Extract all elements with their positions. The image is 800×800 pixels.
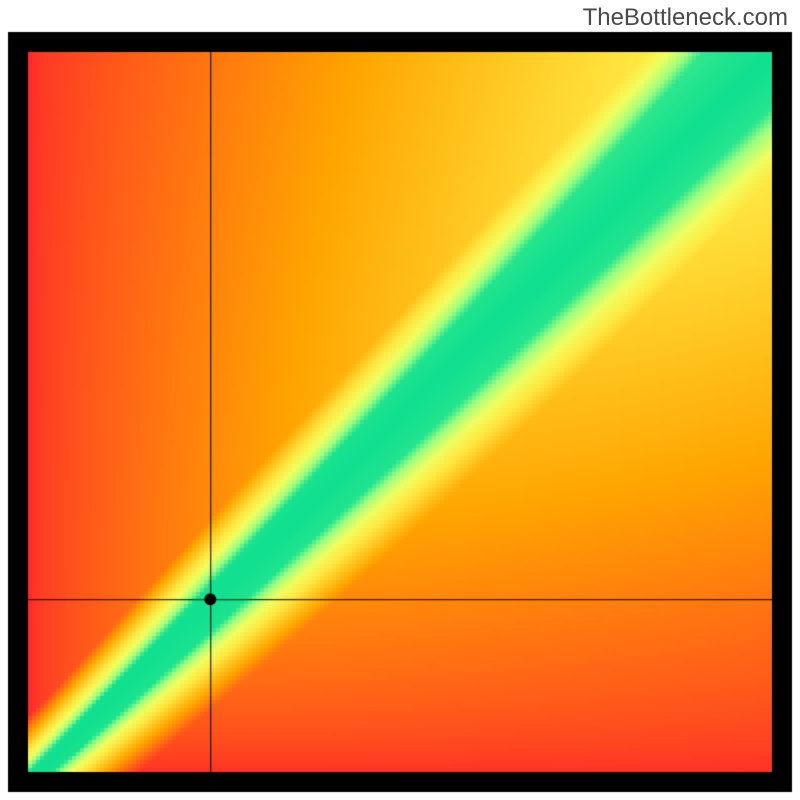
- chart-container: TheBottleneck.com: [0, 0, 800, 800]
- watermark-text: TheBottleneck.com: [583, 4, 788, 32]
- bottleneck-heatmap: [0, 0, 800, 800]
